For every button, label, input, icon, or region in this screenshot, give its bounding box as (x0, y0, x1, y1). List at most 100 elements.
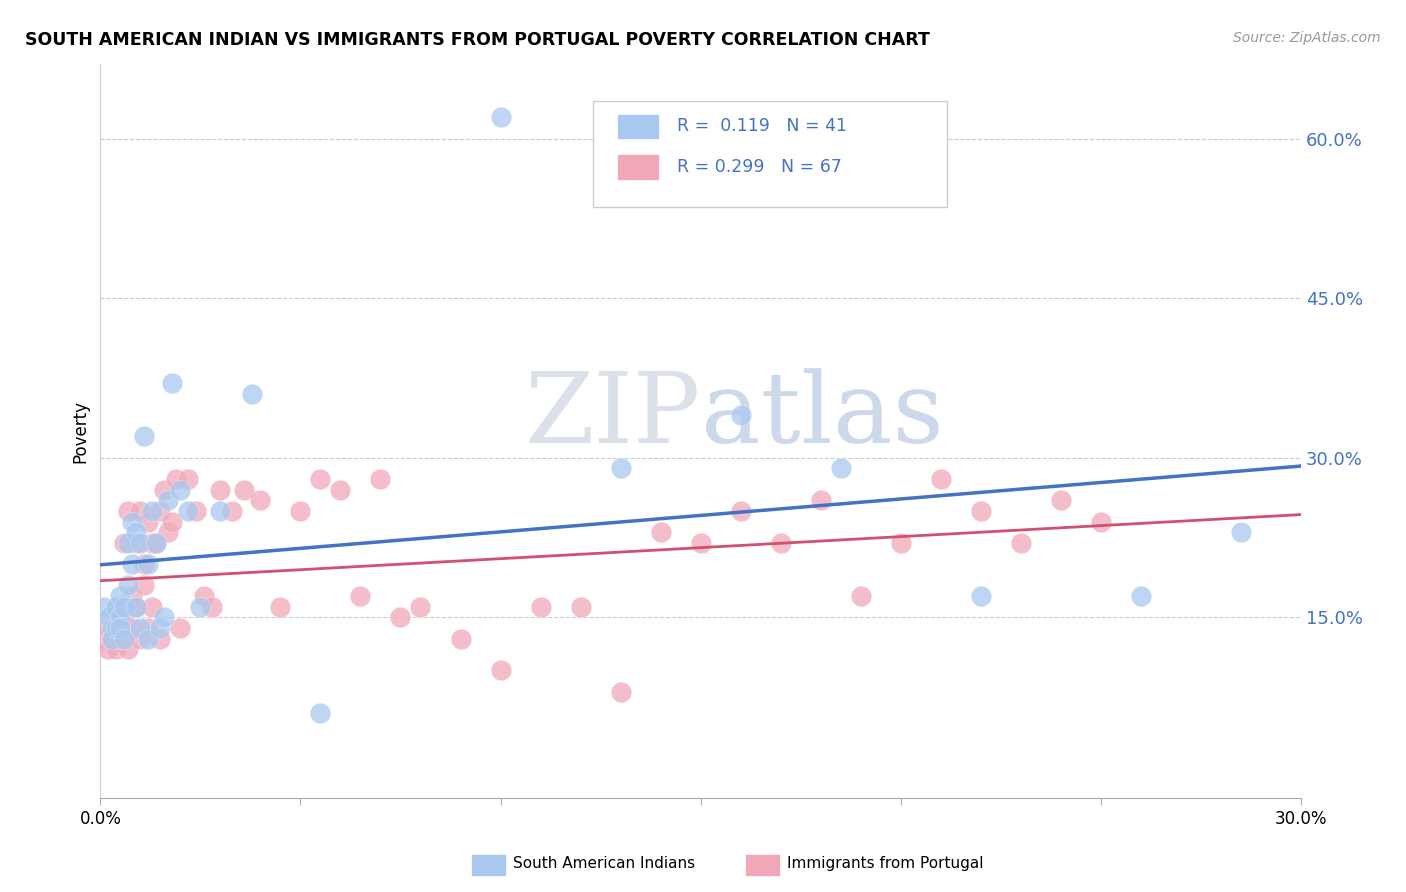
Point (929, 472, 952, 486)
Point (177, 472, 200, 486)
Point (730, 408, 752, 422)
Point (112, 599, 135, 614)
Point (105, 599, 128, 614)
Point (129, 504, 152, 518)
Point (112, 610, 135, 624)
Point (149, 504, 172, 518)
Point (110, 621, 132, 635)
Point (141, 599, 163, 614)
Text: SOUTH AMERICAN INDIAN VS IMMIGRANTS FROM PORTUGAL POVERTY CORRELATION CHART: SOUTH AMERICAN INDIAN VS IMMIGRANTS FROM… (25, 31, 931, 49)
Bar (617, 154, 658, 179)
Text: ZIP: ZIP (524, 368, 700, 465)
Point (162, 515, 184, 529)
Point (309, 706, 332, 720)
Point (110, 599, 132, 614)
Point (129, 621, 152, 635)
Text: Immigrants from Portugal: Immigrants from Portugal (787, 856, 984, 871)
Point (1090, 515, 1112, 529)
Point (134, 557, 156, 571)
Point (177, 504, 200, 518)
Point (529, 599, 551, 614)
Point (117, 642, 139, 657)
Point (121, 589, 143, 603)
Point (93, 632, 115, 646)
Point (169, 621, 191, 635)
Point (970, 589, 993, 603)
Point (112, 536, 135, 550)
Point (450, 632, 472, 646)
Point (1010, 536, 1032, 550)
Point (153, 483, 176, 497)
Point (138, 557, 160, 571)
Point (145, 536, 167, 550)
Point (105, 642, 128, 657)
Point (193, 589, 215, 603)
Point (129, 632, 152, 646)
Point (329, 483, 352, 497)
Point (489, 110, 512, 124)
Point (157, 525, 180, 540)
Point (1049, 493, 1071, 508)
Point (97, 610, 120, 624)
Point (101, 621, 124, 635)
Point (389, 610, 412, 624)
Point (186, 504, 208, 518)
Point (370, 472, 392, 486)
Point (165, 472, 187, 486)
Point (117, 504, 139, 518)
Point (117, 578, 139, 592)
Point (290, 504, 312, 518)
Point (138, 621, 160, 635)
Point (138, 632, 160, 646)
Point (125, 536, 148, 550)
Point (117, 536, 139, 550)
Point (129, 536, 152, 550)
Point (269, 599, 291, 614)
Point (849, 589, 872, 603)
Point (110, 632, 132, 646)
Point (149, 621, 172, 635)
Point (141, 536, 163, 550)
Point (97, 642, 120, 657)
Point (201, 599, 224, 614)
Point (134, 578, 156, 592)
Text: atlas: atlas (700, 368, 943, 465)
Point (190, 599, 212, 614)
Text: R = 0.299   N = 67: R = 0.299 N = 67 (676, 158, 841, 176)
Bar (617, 113, 658, 139)
Point (209, 504, 232, 518)
Point (125, 525, 148, 540)
Point (810, 493, 832, 508)
Point (970, 504, 993, 518)
Point (121, 621, 143, 635)
Point (1129, 589, 1152, 603)
Point (1230, 525, 1253, 540)
Point (409, 599, 432, 614)
Point (125, 599, 148, 614)
Point (101, 632, 124, 646)
Point (93, 599, 115, 614)
Point (249, 493, 271, 508)
Text: Source: ZipAtlas.com: Source: ZipAtlas.com (1233, 31, 1381, 45)
Point (609, 685, 631, 699)
Point (105, 621, 128, 635)
Point (101, 610, 124, 624)
Point (169, 483, 191, 497)
Point (890, 536, 912, 550)
Point (105, 599, 128, 614)
Point (121, 515, 143, 529)
Point (141, 504, 163, 518)
Point (101, 632, 124, 646)
Point (145, 536, 167, 550)
Point (233, 483, 256, 497)
Point (489, 664, 512, 678)
Point (110, 621, 132, 635)
Point (349, 589, 371, 603)
Point (110, 589, 132, 603)
Point (309, 472, 332, 486)
Point (221, 504, 243, 518)
Point (112, 632, 135, 646)
Point (121, 557, 143, 571)
Point (149, 632, 172, 646)
Point (97, 621, 120, 635)
